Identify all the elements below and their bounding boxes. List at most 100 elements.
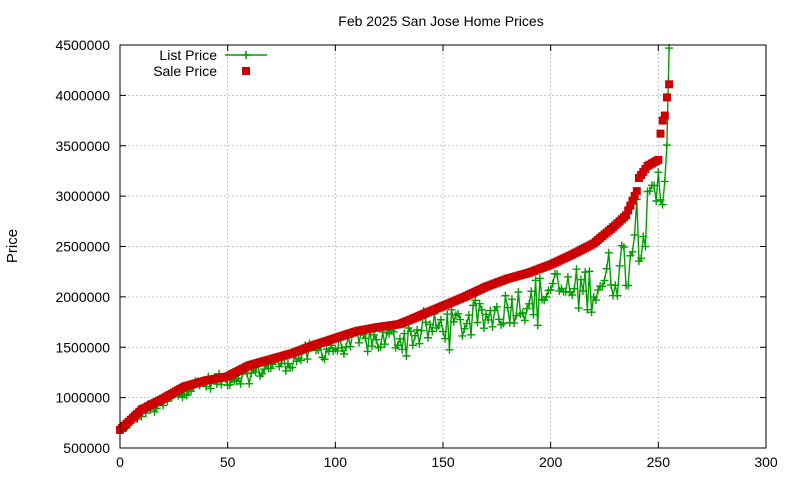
list-price-point — [553, 270, 562, 279]
list-price-point — [656, 195, 665, 204]
list-price-point — [613, 291, 622, 300]
sale-price-point — [632, 187, 641, 196]
list-price-point — [507, 295, 516, 304]
list-price-point — [615, 261, 624, 270]
list-price-point — [281, 366, 290, 375]
y-tick-label: 500000 — [63, 440, 110, 456]
list-price-point — [525, 299, 534, 308]
list-price-point — [512, 311, 521, 320]
chart-title: Feb 2025 San Jose Home Prices — [338, 13, 543, 29]
list-price-point — [406, 327, 415, 336]
list-price-point — [494, 315, 503, 324]
list-price-point — [428, 327, 437, 336]
list-price-point — [423, 333, 432, 342]
list-price-point — [443, 310, 452, 319]
list-price-point — [570, 284, 579, 293]
list-price-point — [619, 243, 628, 252]
list-price-point — [531, 276, 540, 285]
list-price-point — [576, 275, 585, 284]
y-tick-label: 3000000 — [55, 188, 110, 204]
list-price-point — [514, 287, 523, 296]
list-price-point — [650, 181, 659, 190]
list-price-point — [578, 286, 587, 295]
list-price-point — [630, 230, 639, 239]
list-price-point — [361, 334, 370, 343]
list-price-point — [482, 310, 491, 319]
list-price-point — [426, 320, 435, 329]
sale-price-point — [624, 206, 633, 215]
list-price-point — [206, 384, 215, 393]
list-price-point — [225, 380, 234, 389]
list-price-point — [572, 265, 581, 274]
legend-label-list-price: List Price — [159, 47, 217, 63]
list-price-point — [520, 316, 529, 325]
list-price-point — [320, 355, 329, 364]
list-price-point — [182, 391, 191, 400]
list-price-point — [471, 296, 480, 305]
list-price-point — [415, 339, 424, 348]
grid — [120, 45, 766, 448]
list-price-point — [542, 292, 551, 301]
list-price-point — [574, 304, 583, 313]
list-price-point — [645, 187, 654, 196]
list-price-point — [283, 359, 292, 368]
sale-price-point — [658, 116, 667, 125]
list-price-point — [548, 279, 557, 288]
list-price-point — [658, 200, 667, 209]
list-price-point — [460, 324, 469, 333]
list-price-point — [421, 318, 430, 327]
list-price-point — [563, 272, 572, 281]
list-price-point — [417, 326, 426, 335]
list-price-point — [434, 321, 443, 330]
list-price-point — [458, 331, 467, 340]
legend-marker-list-price — [242, 51, 250, 59]
list-price-point — [245, 379, 254, 388]
list-price-point — [624, 281, 633, 290]
list-price-point — [535, 274, 544, 283]
y-tick-label: 2500000 — [55, 239, 110, 255]
list-price-point — [475, 299, 484, 308]
y-tick-label: 3500000 — [55, 138, 110, 154]
x-tick-label: 200 — [539, 454, 563, 470]
y-tick-label: 4500000 — [55, 37, 110, 53]
list-price-point — [641, 242, 650, 251]
sale-price-point — [660, 111, 669, 120]
sale-price-point — [656, 129, 665, 138]
list-price-point — [462, 319, 471, 328]
list-price-point — [660, 177, 669, 186]
list-price-point — [236, 379, 245, 388]
list-price-point — [469, 301, 478, 310]
list-price-point — [251, 367, 260, 376]
list-price-point — [303, 355, 312, 364]
list-price-point — [393, 341, 402, 350]
list-price-point — [346, 342, 355, 351]
list-price-point — [477, 305, 486, 314]
list-price-point — [466, 330, 475, 339]
list-price-point — [587, 308, 596, 317]
list-price-point — [376, 343, 385, 352]
list-price-point — [439, 327, 447, 336]
sale-price-point — [622, 211, 631, 220]
list-price-point — [333, 346, 342, 355]
list-price-point — [583, 305, 592, 314]
sale-price-point — [662, 93, 671, 102]
list-price-point — [492, 302, 501, 311]
list-price-point — [296, 356, 305, 365]
sale-price-point — [665, 80, 674, 89]
list-price-point — [652, 196, 661, 205]
list-price-point — [288, 363, 297, 372]
list-price-point — [363, 347, 372, 356]
x-tick-label: 300 — [754, 454, 778, 470]
list-price-point — [408, 341, 417, 350]
list-price-point — [598, 282, 607, 291]
list-price-point — [398, 345, 407, 354]
list-price-point — [594, 286, 603, 295]
list-price-point — [602, 264, 611, 273]
y-tick-label: 2000000 — [55, 289, 110, 305]
list-price-point — [488, 322, 497, 331]
list-price-line — [119, 47, 670, 431]
legend-label-sale-price: Sale Price — [153, 63, 217, 79]
sale-price-point — [628, 196, 637, 205]
list-price-point — [449, 317, 458, 326]
list-price-point — [395, 334, 404, 343]
